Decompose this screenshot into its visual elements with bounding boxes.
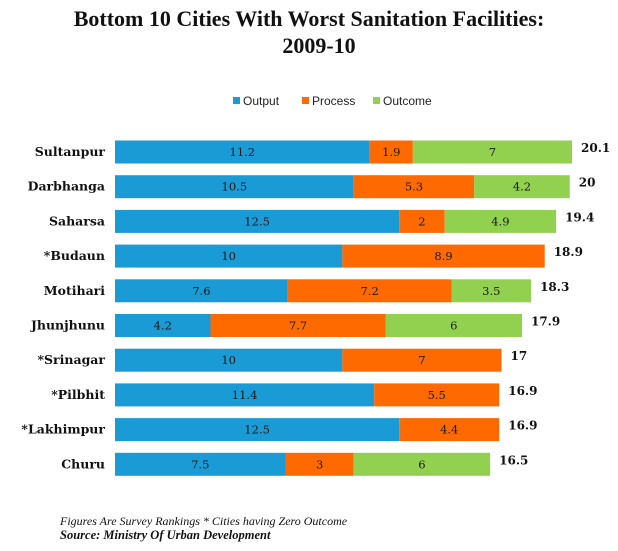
total-label: 16.9 bbox=[508, 419, 537, 433]
data-label-outcome: 6 bbox=[418, 457, 425, 471]
category-label: Churu bbox=[61, 456, 105, 471]
bar-process bbox=[374, 383, 500, 407]
bar-outcome bbox=[451, 279, 532, 303]
bar-output bbox=[115, 383, 375, 407]
data-label-output: 11.4 bbox=[232, 388, 258, 402]
data-label-process: 5.5 bbox=[428, 388, 446, 402]
data-label-process: 2 bbox=[418, 214, 425, 228]
category-label: *Pilbhit bbox=[51, 387, 105, 402]
bar-outcome bbox=[412, 140, 572, 164]
data-label-output: 12.5 bbox=[244, 214, 270, 228]
total-label: 20 bbox=[579, 176, 596, 190]
bar-outcome bbox=[385, 314, 522, 337]
footnote: Figures Are Survey Rankings * Cities hav… bbox=[60, 514, 348, 528]
bar-process bbox=[342, 244, 545, 268]
total-label: 17.9 bbox=[531, 315, 560, 329]
data-label-outcome: 7 bbox=[489, 145, 496, 159]
bar-process bbox=[369, 140, 413, 164]
data-label-output: 10.5 bbox=[222, 180, 248, 194]
bar-process bbox=[399, 418, 500, 442]
total-label: 17 bbox=[511, 349, 528, 363]
total-label: 19.4 bbox=[565, 210, 594, 224]
category-label: Jhunjhunu bbox=[30, 318, 105, 333]
data-label-output: 11.2 bbox=[230, 145, 256, 159]
category-label: Darbhanga bbox=[28, 179, 105, 194]
category-label: Motihari bbox=[44, 283, 105, 298]
data-label-process: 4.4 bbox=[440, 423, 458, 437]
bar-output bbox=[115, 314, 211, 337]
chart-title-line-2: 2009-10 bbox=[282, 33, 356, 58]
total-label: 18.9 bbox=[554, 245, 583, 259]
bar-process bbox=[399, 209, 445, 233]
bar-process bbox=[287, 279, 452, 303]
total-label: 16.5 bbox=[499, 453, 528, 467]
category-label: *Budaun bbox=[44, 248, 105, 263]
bar-output bbox=[115, 279, 288, 303]
total-label: 20.1 bbox=[581, 141, 610, 155]
bar-output bbox=[115, 244, 343, 268]
data-label-outcome: 6 bbox=[450, 319, 457, 333]
data-label-process: 7.7 bbox=[289, 319, 307, 333]
data-label-output: 7.6 bbox=[192, 284, 210, 298]
source-note: Source: Ministry Of Urban Development bbox=[60, 528, 271, 542]
data-label-process: 5.3 bbox=[405, 180, 423, 194]
bar-process bbox=[285, 452, 354, 476]
data-label-process: 8.9 bbox=[434, 249, 452, 263]
data-label-outcome: 4.9 bbox=[491, 214, 509, 228]
category-label: *Srinagar bbox=[37, 352, 105, 367]
bar-outcome bbox=[353, 452, 491, 476]
category-label: Saharsa bbox=[49, 213, 105, 228]
chart-title-line-1: Bottom 10 Cities With Worst Sanitation F… bbox=[73, 6, 545, 31]
legend-label-outcome: Outcome bbox=[383, 94, 432, 108]
bar-output bbox=[115, 175, 354, 199]
legend-label-process: Process bbox=[312, 94, 355, 108]
bar-outcome bbox=[474, 175, 570, 199]
data-label-outcome: 4.2 bbox=[513, 180, 531, 194]
data-label-output: 10 bbox=[221, 353, 236, 367]
data-label-output: 10 bbox=[221, 249, 236, 263]
data-label-process: 1.9 bbox=[382, 145, 400, 159]
data-label-process: 7 bbox=[418, 353, 425, 367]
data-label-output: 12.5 bbox=[244, 423, 270, 437]
legend-swatch-process bbox=[302, 97, 309, 104]
bar-outcome bbox=[444, 209, 557, 233]
bar-output bbox=[115, 348, 343, 372]
bar-process bbox=[353, 175, 475, 199]
total-label: 18.3 bbox=[540, 280, 569, 294]
bar-output bbox=[115, 418, 400, 442]
legend-swatch-output bbox=[233, 97, 240, 104]
bar-process bbox=[210, 314, 386, 337]
category-label: Sultanpur bbox=[35, 144, 106, 159]
data-label-outcome: 3.5 bbox=[482, 284, 500, 298]
bar-output bbox=[115, 140, 370, 164]
total-label: 16.9 bbox=[508, 384, 537, 398]
bar-output bbox=[115, 209, 400, 233]
bar-output bbox=[115, 452, 286, 476]
data-label-process: 7.2 bbox=[360, 284, 378, 298]
data-label-output: 4.2 bbox=[154, 319, 172, 333]
data-label-process: 3 bbox=[316, 457, 323, 471]
category-label: *Lakhimpur bbox=[21, 422, 105, 437]
bar-process bbox=[342, 348, 502, 372]
data-label-output: 7.5 bbox=[191, 457, 209, 471]
legend-swatch-outcome bbox=[373, 97, 380, 104]
legend-label-output: Output bbox=[243, 94, 280, 108]
